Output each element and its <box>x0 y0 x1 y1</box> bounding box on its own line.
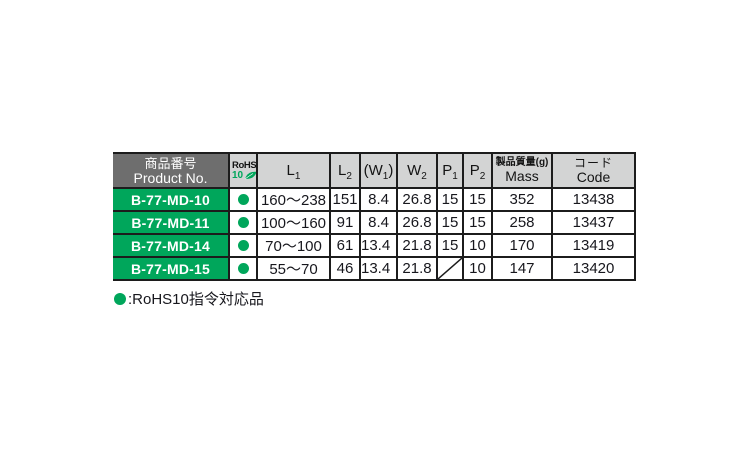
rohs-number: 10 <box>232 169 244 181</box>
rohs-cell <box>228 233 258 258</box>
legend-text: :RoHS10指令対応品 <box>128 291 264 308</box>
p1-cell: 15 <box>436 210 464 235</box>
table-row: B-77-MD-10 160〜238 151 8.4 26.8 15 15 35… <box>113 187 636 212</box>
col-header-l1: L1 <box>256 152 331 189</box>
w1-cell: 8.4 <box>359 210 398 235</box>
table-row: B-77-MD-14 70〜100 61 13.4 21.8 15 10 170… <box>113 233 636 258</box>
col-header-rohs: RoHS 10 <box>228 152 258 189</box>
rohs-legend: :RoHS10指令対応品 <box>114 288 264 309</box>
code-cell: 13419 <box>551 233 636 258</box>
l2-cell: 151 <box>329 187 361 212</box>
mass-cell: 352 <box>491 187 553 212</box>
l1-cell: 70〜100 <box>256 233 331 258</box>
table-header-row: 商品番号 Product No. RoHS 10 L1 L2 (W1) W2 P… <box>113 152 636 189</box>
rohs-cell <box>228 187 258 212</box>
w2-cell: 21.8 <box>396 256 438 281</box>
l2-cell: 61 <box>329 233 361 258</box>
rohs-label: RoHS <box>232 159 257 171</box>
p2-cell: 10 <box>462 233 493 258</box>
w1-cell: 8.4 <box>359 187 398 212</box>
col-header-p1: P1 <box>436 152 464 189</box>
l1-cell: 55〜70 <box>256 256 331 281</box>
rohs-compliant-icon <box>237 262 249 274</box>
p1-cell: 15 <box>436 187 464 212</box>
rohs-compliant-icon <box>114 292 126 305</box>
table-row: B-77-MD-15 55〜70 46 13.4 21.8 10 147 134… <box>113 256 636 281</box>
rohs-leaf-icon <box>244 171 255 181</box>
product-no-cell: B-77-MD-11 <box>113 210 230 235</box>
code-cell: 13438 <box>551 187 636 212</box>
rohs-cell <box>228 256 258 281</box>
p2-cell: 15 <box>462 187 493 212</box>
p1-empty-cell <box>436 256 464 281</box>
diagonal-slash-icon <box>439 259 461 278</box>
l1-cell: 100〜160 <box>256 210 331 235</box>
col-header-product-no-en: Product No. <box>133 169 208 186</box>
p1-cell: 15 <box>436 233 464 258</box>
mass-cell: 258 <box>491 210 553 235</box>
product-no-cell: B-77-MD-10 <box>113 187 230 212</box>
code-cell: 13437 <box>551 210 636 235</box>
mass-cell: 170 <box>491 233 553 258</box>
rohs-cell <box>228 210 258 235</box>
col-header-mass: 製品質量(g) Mass <box>491 152 553 189</box>
mass-cell: 147 <box>491 256 553 281</box>
rohs-compliant-icon <box>237 193 249 205</box>
col-header-p2: P2 <box>462 152 493 189</box>
col-header-l2: L2 <box>329 152 361 189</box>
col-header-w1: (W1) <box>359 152 398 189</box>
w2-cell: 21.8 <box>396 233 438 258</box>
product-no-cell: B-77-MD-15 <box>113 256 230 281</box>
product-no-cell: B-77-MD-14 <box>113 233 230 258</box>
product-spec-table: 商品番号 Product No. RoHS 10 L1 L2 (W1) W2 P… <box>113 152 636 281</box>
col-header-product-no: 商品番号 Product No. <box>113 152 230 189</box>
l2-cell: 46 <box>329 256 361 281</box>
rohs-compliant-icon <box>237 216 249 228</box>
p2-cell: 15 <box>462 210 493 235</box>
col-header-w2: W2 <box>396 152 438 189</box>
l2-cell: 91 <box>329 210 361 235</box>
col-header-code: コード Code <box>551 152 636 189</box>
p2-cell: 10 <box>462 256 493 281</box>
table-row: B-77-MD-11 100〜160 91 8.4 26.8 15 15 258… <box>113 210 636 235</box>
l1-cell: 160〜238 <box>256 187 331 212</box>
w2-cell: 26.8 <box>396 210 438 235</box>
col-header-product-no-jp: 商品番号 <box>144 155 197 171</box>
w1-cell: 13.4 <box>359 256 398 281</box>
w2-cell: 26.8 <box>396 187 438 212</box>
rohs-compliant-icon <box>237 239 249 251</box>
code-cell: 13420 <box>551 256 636 281</box>
w1-cell: 13.4 <box>359 233 398 258</box>
